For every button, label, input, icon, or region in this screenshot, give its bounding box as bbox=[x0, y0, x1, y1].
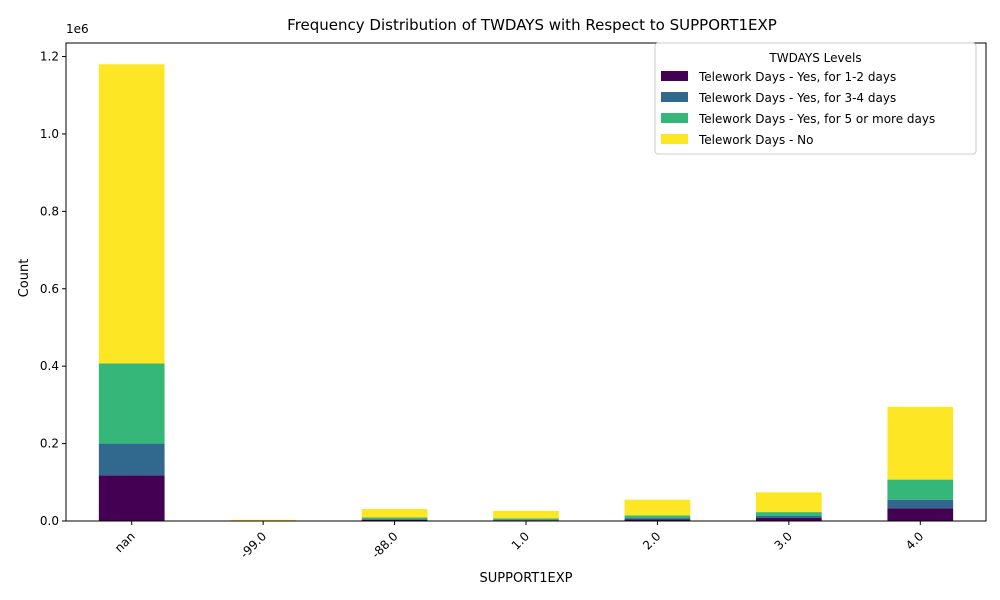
bar-3.0-series-0 bbox=[756, 517, 822, 521]
x-tick-label: -88.0 bbox=[369, 529, 401, 561]
bar--88.0-series-3 bbox=[361, 509, 428, 518]
legend-swatch-1 bbox=[661, 92, 688, 102]
x-tick-label: 1.0 bbox=[509, 529, 532, 552]
bar-1.0-series-2 bbox=[493, 518, 559, 520]
x-axis-label: SUPPORT1EXP bbox=[480, 571, 573, 586]
y-tick-label: 0.8 bbox=[40, 204, 59, 218]
legend-swatch-0 bbox=[661, 71, 688, 81]
bar-2.0-series-3 bbox=[624, 499, 691, 516]
legend-title: TWDAYS Levels bbox=[768, 51, 861, 65]
y-tick-label: 0.4 bbox=[40, 359, 59, 373]
bar-3.0-series-1 bbox=[756, 515, 822, 518]
bar-nan-series-1 bbox=[98, 443, 165, 476]
bar--88.0-series-1 bbox=[361, 519, 428, 520]
legend-label-3: Telework Days - No bbox=[698, 133, 813, 147]
bar-4.0-series-1 bbox=[887, 499, 954, 509]
bar-4.0-series-2 bbox=[887, 479, 954, 500]
bar-4.0-series-3 bbox=[887, 406, 954, 480]
legend: TWDAYS Levels Telework Days - Yes, for 1-… bbox=[654, 42, 977, 155]
bar-3.0-series-2 bbox=[756, 512, 822, 516]
legend-swatch-2 bbox=[661, 113, 688, 123]
bar-4.0-series-0 bbox=[887, 508, 954, 521]
bar--88.0-series-2 bbox=[361, 517, 428, 520]
y-axis-label: Count bbox=[17, 259, 32, 298]
chart-title: Frequency Distribution of TWDAYS with Re… bbox=[287, 16, 777, 34]
bar--88.0-series-0 bbox=[361, 519, 428, 521]
bar-nan-series-0 bbox=[98, 475, 165, 521]
bar-1.0-series-1 bbox=[493, 519, 559, 521]
x-tick-label: -99.0 bbox=[237, 529, 269, 561]
bar-2.0-series-1 bbox=[624, 518, 691, 520]
bar-nan-series-3 bbox=[98, 64, 165, 364]
x-tick-label: nan bbox=[112, 529, 138, 555]
bar-2.0-series-0 bbox=[624, 519, 691, 521]
bar--99.0-series-3 bbox=[230, 519, 296, 521]
legend-label-1: Telework Days - Yes, for 3-4 days bbox=[698, 91, 896, 105]
y-offset-label: 1e6 bbox=[66, 22, 89, 36]
x-tick-label: 2.0 bbox=[640, 529, 663, 552]
legend-label-0: Telework Days - Yes, for 1-2 days bbox=[698, 70, 896, 84]
x-tick-label: 4.0 bbox=[903, 529, 926, 552]
legend-box bbox=[654, 42, 977, 155]
y-tick-label: 1.0 bbox=[40, 127, 59, 141]
y-tick-label: 0.0 bbox=[40, 514, 59, 528]
legend-swatch-3 bbox=[661, 134, 688, 144]
bar-1.0-series-3 bbox=[493, 510, 559, 519]
legend-label-2: Telework Days - Yes, for 5 or more days bbox=[698, 112, 935, 126]
bars-layer bbox=[98, 64, 954, 521]
y-tick-label: 1.2 bbox=[40, 50, 59, 64]
x-tick-label: 3.0 bbox=[772, 529, 795, 552]
y-tick-label: 0.2 bbox=[40, 437, 59, 451]
y-tick-label: 0.6 bbox=[40, 282, 59, 296]
bar-2.0-series-2 bbox=[624, 515, 691, 519]
bar-nan-series-2 bbox=[98, 363, 165, 444]
bar-3.0-series-3 bbox=[756, 492, 822, 513]
